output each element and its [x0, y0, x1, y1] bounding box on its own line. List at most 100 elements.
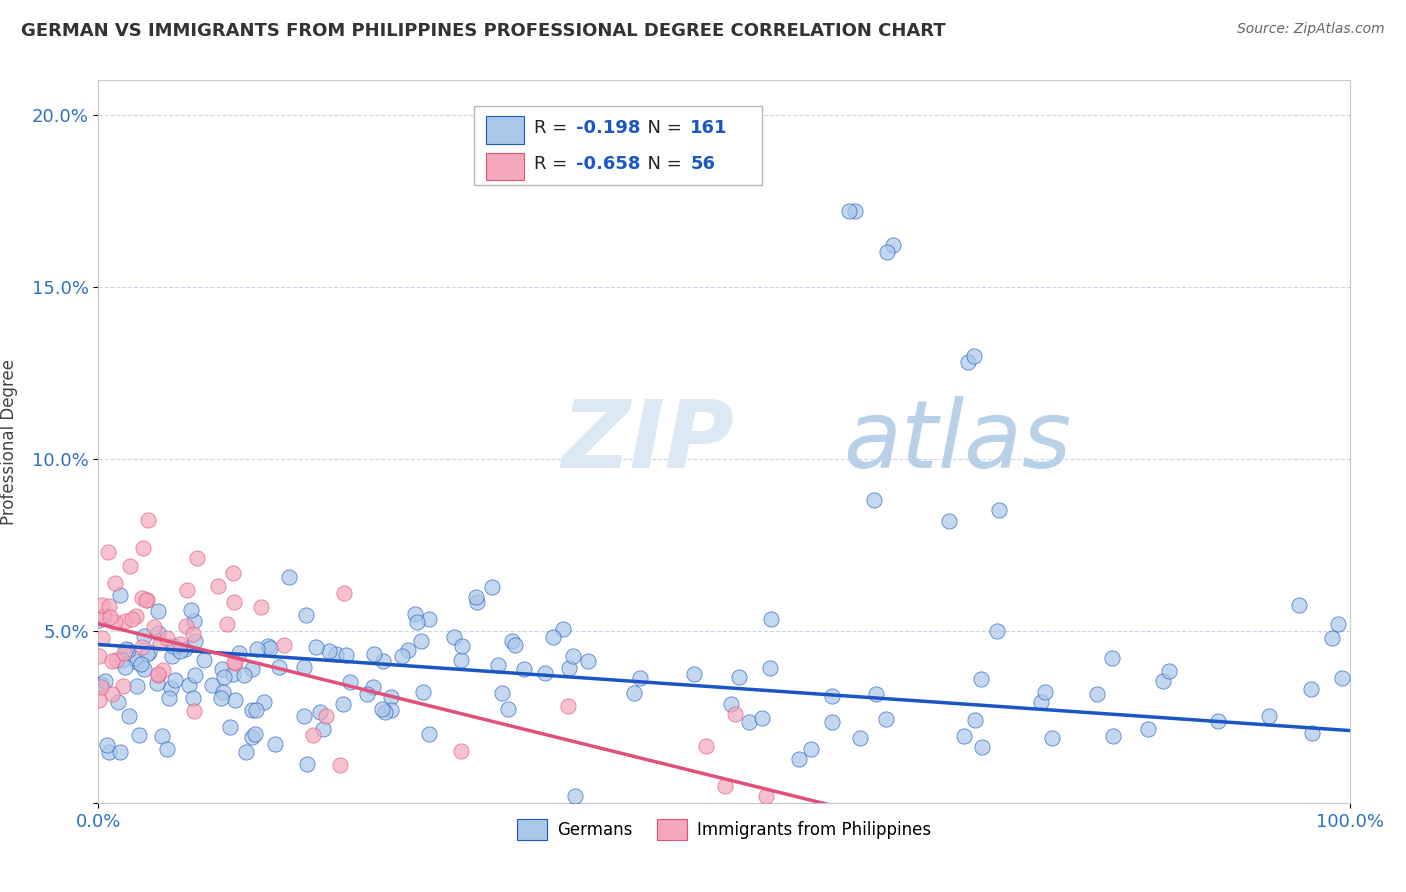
Point	[562, 649, 585, 664]
Point	[1331, 672, 1354, 686]
Point	[181, 626, 204, 640]
Point	[163, 673, 186, 687]
Point	[1159, 664, 1181, 678]
Point	[240, 662, 263, 676]
Point	[755, 789, 778, 803]
Text: -0.198: -0.198	[576, 119, 641, 136]
Point	[114, 641, 136, 656]
Point	[356, 687, 378, 701]
Point	[186, 550, 208, 565]
Point	[1101, 651, 1123, 665]
Point	[302, 728, 325, 742]
Point	[174, 641, 197, 656]
Point	[1029, 695, 1052, 709]
Point	[160, 681, 183, 696]
Point	[91, 598, 114, 612]
Point	[418, 727, 440, 741]
Text: GERMAN VS IMMIGRANTS FROM PHILIPPINES PROFESSIONAL DEGREE CORRELATION CHART: GERMAN VS IMMIGRANTS FROM PHILIPPINES PR…	[21, 22, 946, 40]
Point	[136, 513, 159, 527]
Text: N =: N =	[637, 119, 688, 136]
Point	[564, 789, 586, 803]
Point	[107, 695, 129, 709]
Point	[146, 603, 169, 617]
Point	[838, 204, 860, 219]
Point	[132, 541, 155, 555]
Point	[576, 654, 599, 668]
Point	[253, 695, 276, 709]
Point	[325, 648, 347, 662]
Point	[243, 727, 266, 741]
Point	[87, 693, 110, 707]
Point	[93, 609, 115, 624]
Point	[104, 575, 127, 590]
Point	[162, 648, 184, 663]
Point	[224, 656, 246, 670]
Point	[1301, 726, 1323, 740]
Point	[970, 672, 993, 686]
Point	[121, 612, 143, 626]
Point	[90, 680, 112, 694]
Point	[108, 588, 131, 602]
Point	[94, 674, 117, 689]
Point	[183, 668, 205, 682]
Point	[128, 728, 150, 742]
Point	[108, 745, 131, 759]
Point	[295, 607, 318, 622]
Point	[135, 647, 157, 661]
Point	[450, 640, 472, 654]
Text: -0.658: -0.658	[576, 155, 641, 173]
Point	[135, 593, 157, 607]
Point	[159, 690, 181, 705]
Point	[751, 711, 773, 725]
Point	[111, 653, 134, 667]
Point	[412, 685, 434, 699]
Point	[1033, 685, 1056, 699]
Point	[224, 655, 246, 669]
Point	[156, 742, 179, 756]
Point	[380, 703, 402, 717]
Text: ZIP: ZIP	[561, 395, 734, 488]
Point	[201, 678, 224, 692]
Y-axis label: Professional Degree: Professional Degree	[0, 359, 18, 524]
Point	[124, 650, 146, 665]
Point	[844, 204, 866, 219]
Point	[972, 739, 994, 754]
Point	[183, 704, 205, 718]
Point	[724, 706, 747, 721]
Point	[292, 659, 315, 673]
Point	[953, 729, 976, 743]
Point	[450, 653, 472, 667]
Point	[332, 586, 354, 600]
Point	[146, 667, 169, 681]
Point	[240, 703, 263, 717]
Point	[1258, 708, 1281, 723]
Point	[411, 634, 433, 648]
Point	[219, 720, 242, 734]
Point	[105, 652, 128, 666]
Point	[146, 626, 169, 640]
Point	[465, 594, 488, 608]
Point	[217, 616, 239, 631]
Point	[97, 545, 120, 559]
Point	[91, 631, 114, 645]
Point	[150, 729, 173, 743]
Text: R =: R =	[534, 119, 572, 136]
Point	[374, 705, 396, 719]
Point	[713, 780, 735, 794]
Point	[882, 238, 904, 252]
Point	[1102, 730, 1125, 744]
Point	[405, 615, 427, 629]
Point	[1288, 598, 1310, 612]
Point	[136, 592, 159, 607]
Point	[727, 670, 749, 684]
Point	[112, 646, 135, 660]
Point	[149, 636, 172, 650]
Point	[124, 608, 146, 623]
Point	[235, 745, 257, 759]
Point	[97, 746, 120, 760]
Point	[221, 566, 243, 581]
Text: atlas: atlas	[844, 396, 1071, 487]
Point	[865, 687, 887, 701]
Point	[821, 689, 844, 703]
Point	[404, 607, 426, 621]
